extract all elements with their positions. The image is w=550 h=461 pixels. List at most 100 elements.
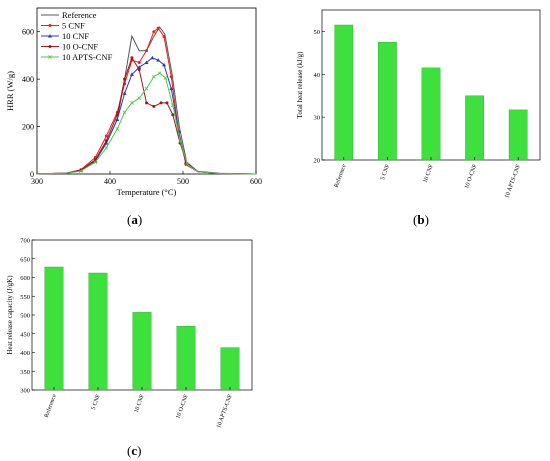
bar — [176, 326, 196, 391]
plot-frame — [36, 7, 257, 175]
data-point — [165, 101, 169, 105]
legend-marker — [48, 24, 52, 27]
data-point — [93, 160, 98, 165]
data-point — [156, 58, 161, 62]
data-point — [152, 104, 156, 108]
bar — [88, 272, 108, 391]
data-point — [123, 77, 127, 81]
y-tick-label: 600 — [22, 28, 34, 37]
data-point — [137, 61, 141, 65]
data-point — [130, 100, 134, 105]
bar — [378, 41, 397, 161]
data-point — [169, 86, 174, 91]
legend-marker — [48, 55, 52, 59]
y-tick-label: 400 — [22, 75, 34, 84]
x-tick-label: 600 — [250, 177, 262, 186]
legend-label: 10 O-CNF — [62, 42, 98, 52]
data-point — [137, 96, 142, 100]
y-tick-label: 40 — [314, 72, 321, 79]
data-point — [145, 49, 148, 53]
caption-b-container: (b) — [413, 212, 429, 227]
caption-c-container: (c) — [127, 443, 142, 458]
y-axis-label: HRR (W/g) — [5, 71, 15, 111]
data-point — [130, 56, 134, 60]
data-point — [159, 101, 163, 105]
y-tick-label: 500 — [20, 313, 30, 320]
y-tick-label: 650 — [20, 256, 30, 263]
data-point — [151, 74, 156, 79]
y-tick-label: 20 — [314, 158, 321, 165]
data-point — [115, 117, 120, 121]
data-point — [115, 113, 119, 117]
legend-label: 10 CNF — [62, 31, 89, 41]
data-point — [115, 127, 120, 131]
data-point — [171, 113, 175, 117]
y-tick-label: 450 — [20, 331, 30, 338]
x-tick-label: 10 APTS-CNF — [216, 393, 234, 429]
x-tick-label: 300 — [31, 177, 43, 186]
data-point — [163, 76, 168, 80]
hrr-line-chart: 300 400 500 600 0 200 400 600 Temperature (°C) HR… — [5, 7, 262, 197]
bar — [220, 347, 240, 391]
bar — [334, 24, 354, 161]
bar — [132, 312, 152, 391]
data-point — [122, 110, 127, 115]
legend-marker — [48, 45, 52, 48]
y-tick-label: 300 — [20, 388, 30, 395]
data-point — [129, 72, 134, 76]
x-tick-label: Reference — [333, 163, 348, 189]
y-tick-label: 600 — [20, 275, 30, 282]
caption-b: b — [417, 212, 425, 227]
data-point — [104, 146, 109, 150]
y-tick-label: 550 — [20, 294, 30, 301]
x-tick-label: 5 CNF — [380, 163, 391, 181]
data-point — [145, 101, 148, 105]
data-point — [150, 55, 155, 60]
legend-label: 5 CNF — [62, 21, 85, 31]
series-line — [36, 56, 257, 175]
data-point — [122, 91, 127, 95]
y-axis-label: Heat release capacity (J/gK) — [6, 275, 14, 355]
data-point — [169, 75, 173, 79]
x-tick-label: 5 CNF — [91, 393, 102, 411]
bar — [421, 67, 441, 161]
data-point — [157, 71, 162, 76]
data-point — [162, 62, 167, 67]
caption-c: c — [131, 443, 138, 458]
x-tick-label: 10 CNF — [134, 393, 146, 414]
x-tick-label: 500 — [177, 177, 189, 186]
y-tick-label: 400 — [20, 350, 30, 357]
caption-a-container: (a) — [127, 212, 143, 227]
data-point — [170, 103, 175, 108]
series-line — [36, 57, 257, 175]
data-point — [137, 68, 141, 72]
bar — [508, 109, 528, 161]
y-tick-label: 0 — [30, 170, 34, 179]
data-point — [104, 139, 108, 143]
x-axis-label: Temperature (°C) — [117, 187, 177, 197]
series-4: 10 APTS-CNF — [36, 52, 257, 175]
data-point — [104, 134, 108, 138]
total-heat-release-bar-chart: 20 30 40 50 Total heat release (kJ/g) Referen… — [296, 9, 541, 199]
data-point — [178, 138, 182, 143]
x-tick-label: 400 — [104, 177, 116, 186]
x-tick-label: 10 APTS-CNF — [504, 163, 522, 199]
y-tick-label: 50 — [314, 29, 321, 36]
data-point — [156, 26, 160, 30]
x-tick-label: 10 O-CNF — [464, 163, 479, 190]
caption-a: a — [131, 212, 138, 227]
legend-marker — [48, 34, 52, 38]
data-point — [104, 141, 109, 145]
legend-label: Reference — [62, 10, 97, 20]
heat-release-capacity-bar-chart: 300 350 400 450 500 550 600 650 700 Heat release … — [6, 238, 253, 429]
y-tick-label: 200 — [22, 123, 34, 132]
bar — [44, 266, 64, 391]
x-tick-label: Reference — [43, 393, 58, 419]
y-axis-label: Total heat release (kJ/g) — [296, 51, 304, 119]
legend-label: 10 APTS-CNF — [62, 52, 113, 62]
data-point — [162, 34, 166, 38]
y-tick-label: 700 — [20, 238, 30, 245]
x-tick-label: 10 O-CNF — [176, 393, 191, 420]
x-tick-label: 10 CNF — [423, 163, 435, 184]
data-point — [78, 169, 83, 174]
